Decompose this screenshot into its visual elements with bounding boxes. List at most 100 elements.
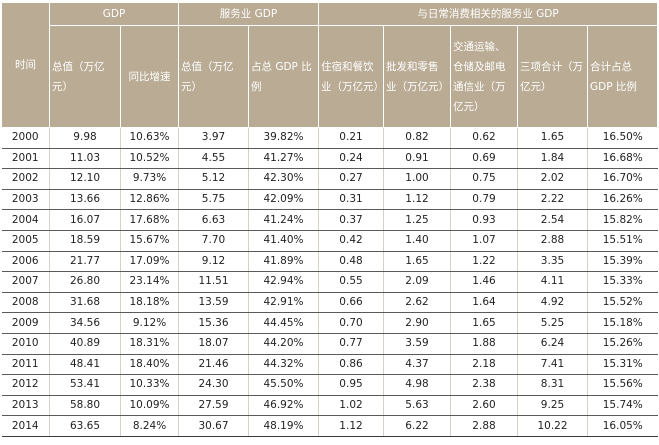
- table-row: 2000 9.98 10.63% 3.97 39.82% 0.21 0.82 0.62 1.65…: [1, 127, 658, 149]
- value-cell: 1.02: [318, 395, 384, 417]
- value-cell: 9.25: [517, 395, 588, 417]
- header-col: 三项合计（万亿元）: [517, 25, 588, 128]
- value-cell: 0.31: [318, 189, 384, 211]
- value-cell: 17.68%: [120, 209, 179, 231]
- value-cell: 42.94%: [248, 271, 319, 293]
- header-col: 合计占总 GDP 比例: [586, 25, 659, 128]
- value-cell: 16.68%: [586, 148, 658, 170]
- table-row: 2005 18.59 15.67% 7.70 41.40% 0.42 1.40 1.07 2.8…: [1, 230, 658, 252]
- value-cell: 11.51: [178, 271, 249, 293]
- value-cell: 15.26%: [586, 333, 658, 355]
- value-cell: 18.07: [178, 333, 249, 355]
- year-cell: 2005: [1, 230, 50, 252]
- header-col: 总值（万亿元）: [49, 25, 121, 128]
- year-cell: 2007: [1, 271, 50, 293]
- value-cell: 41.24%: [248, 209, 319, 231]
- value-cell: 1.65: [450, 312, 518, 334]
- year-cell: 2014: [1, 415, 50, 437]
- value-cell: 13.66: [49, 189, 121, 211]
- value-cell: 24.30: [178, 374, 249, 396]
- header-col: 住宿和餐饮业（万亿元）: [318, 25, 384, 128]
- value-cell: 0.27: [318, 168, 384, 190]
- table-row: 2009 34.56 9.12% 15.36 44.45% 0.70 2.90 1.65 5.2…: [1, 312, 658, 334]
- value-cell: 0.79: [450, 189, 518, 211]
- year-cell: 2013: [1, 395, 50, 417]
- gdp-services-table: 时间 GDP 服务业 GDP 与日常消费相关的服务业 GDP 总值（万亿元） 同…: [1, 2, 659, 437]
- value-cell: 44.45%: [248, 312, 319, 334]
- value-cell: 0.62: [450, 127, 518, 149]
- value-cell: 21.77: [49, 251, 121, 273]
- year-cell: 2012: [1, 374, 50, 396]
- value-cell: 8.31: [517, 374, 588, 396]
- value-cell: 48.41: [49, 354, 121, 376]
- value-cell: 10.09%: [120, 395, 179, 417]
- value-cell: 2.09: [383, 271, 451, 293]
- value-cell: 16.07: [49, 209, 121, 231]
- value-cell: 1.12: [318, 415, 384, 437]
- value-cell: 1.84: [517, 148, 588, 170]
- year-cell: 2004: [1, 209, 50, 231]
- value-cell: 48.19%: [248, 415, 319, 437]
- value-cell: 42.09%: [248, 189, 319, 211]
- table-row: 2008 31.68 18.18% 13.59 42.91% 0.66 2.62 1.64 4.…: [1, 292, 658, 314]
- value-cell: 0.86: [318, 354, 384, 376]
- header-col: 总值（万亿元）: [178, 25, 249, 128]
- value-cell: 2.90: [383, 312, 451, 334]
- value-cell: 1.40: [383, 230, 451, 252]
- value-cell: 12.86%: [120, 189, 179, 211]
- value-cell: 1.12: [383, 189, 451, 211]
- value-cell: 53.41: [49, 374, 121, 396]
- value-cell: 10.52%: [120, 148, 179, 170]
- value-cell: 16.70%: [586, 168, 658, 190]
- value-cell: 63.65: [49, 415, 121, 437]
- value-cell: 15.31%: [586, 354, 658, 376]
- value-cell: 0.24: [318, 148, 384, 170]
- year-cell: 2009: [1, 312, 50, 334]
- table-row: 2014 63.65 8.24% 30.67 48.19% 1.12 6.22 2.88 10.…: [1, 415, 658, 437]
- value-cell: 16.05%: [586, 415, 658, 437]
- header-group-consumer-service-gdp: 与日常消费相关的服务业 GDP: [317, 2, 659, 26]
- value-cell: 2.88: [450, 415, 518, 437]
- value-cell: 1.07: [450, 230, 518, 252]
- value-cell: 1.25: [383, 209, 451, 231]
- table-row: 2012 53.41 10.33% 24.30 45.50% 0.95 4.98 2.38 8.…: [1, 374, 658, 396]
- value-cell: 16.26%: [586, 189, 658, 211]
- value-cell: 0.93: [450, 209, 518, 231]
- table-row: 2010 40.89 18.31% 18.07 44.20% 0.77 3.59 1.88 6.…: [1, 333, 658, 355]
- year-cell: 2011: [1, 354, 50, 376]
- value-cell: 6.22: [383, 415, 451, 437]
- value-cell: 11.03: [49, 148, 121, 170]
- value-cell: 0.91: [383, 148, 451, 170]
- value-cell: 15.39%: [586, 251, 658, 273]
- table-row: 2013 58.80 10.09% 27.59 46.92% 1.02 5.63 2.60 9.…: [1, 395, 658, 417]
- table-row: 2011 48.41 18.40% 21.46 44.32% 0.86 4.37 2.18 7.…: [1, 354, 658, 376]
- value-cell: 44.32%: [248, 354, 319, 376]
- value-cell: 39.82%: [248, 127, 319, 149]
- table-row: 2003 13.66 12.86% 5.75 42.09% 0.31 1.12 0.79 2.2…: [1, 189, 658, 211]
- value-cell: 9.73%: [120, 168, 179, 190]
- value-cell: 8.24%: [120, 415, 179, 437]
- value-cell: 42.91%: [248, 292, 319, 314]
- value-cell: 10.33%: [120, 374, 179, 396]
- value-cell: 13.59: [178, 292, 249, 314]
- value-cell: 18.59: [49, 230, 121, 252]
- value-cell: 17.09%: [120, 251, 179, 273]
- value-cell: 0.42: [318, 230, 384, 252]
- value-cell: 2.02: [517, 168, 588, 190]
- header-col: 同比增速: [120, 25, 179, 128]
- table-header: 时间 GDP 服务业 GDP 与日常消费相关的服务业 GDP 总值（万亿元） 同…: [1, 2, 659, 128]
- year-cell: 2003: [1, 189, 50, 211]
- header-group-gdp: GDP: [49, 2, 179, 26]
- value-cell: 0.95: [318, 374, 384, 396]
- header-time: 时间: [1, 2, 50, 128]
- value-cell: 44.20%: [248, 333, 319, 355]
- value-cell: 4.37: [383, 354, 451, 376]
- table-row: 2007 26.80 23.14% 11.51 42.94% 0.55 2.09 1.46 4.…: [1, 271, 658, 293]
- value-cell: 41.27%: [248, 148, 319, 170]
- table-row: 2006 21.77 17.09% 9.12 41.89% 0.48 1.65 1.22 3.3…: [1, 251, 658, 273]
- value-cell: 27.59: [178, 395, 249, 417]
- value-cell: 7.41: [517, 354, 588, 376]
- value-cell: 2.18: [450, 354, 518, 376]
- value-cell: 9.98: [49, 127, 121, 149]
- value-cell: 42.30%: [248, 168, 319, 190]
